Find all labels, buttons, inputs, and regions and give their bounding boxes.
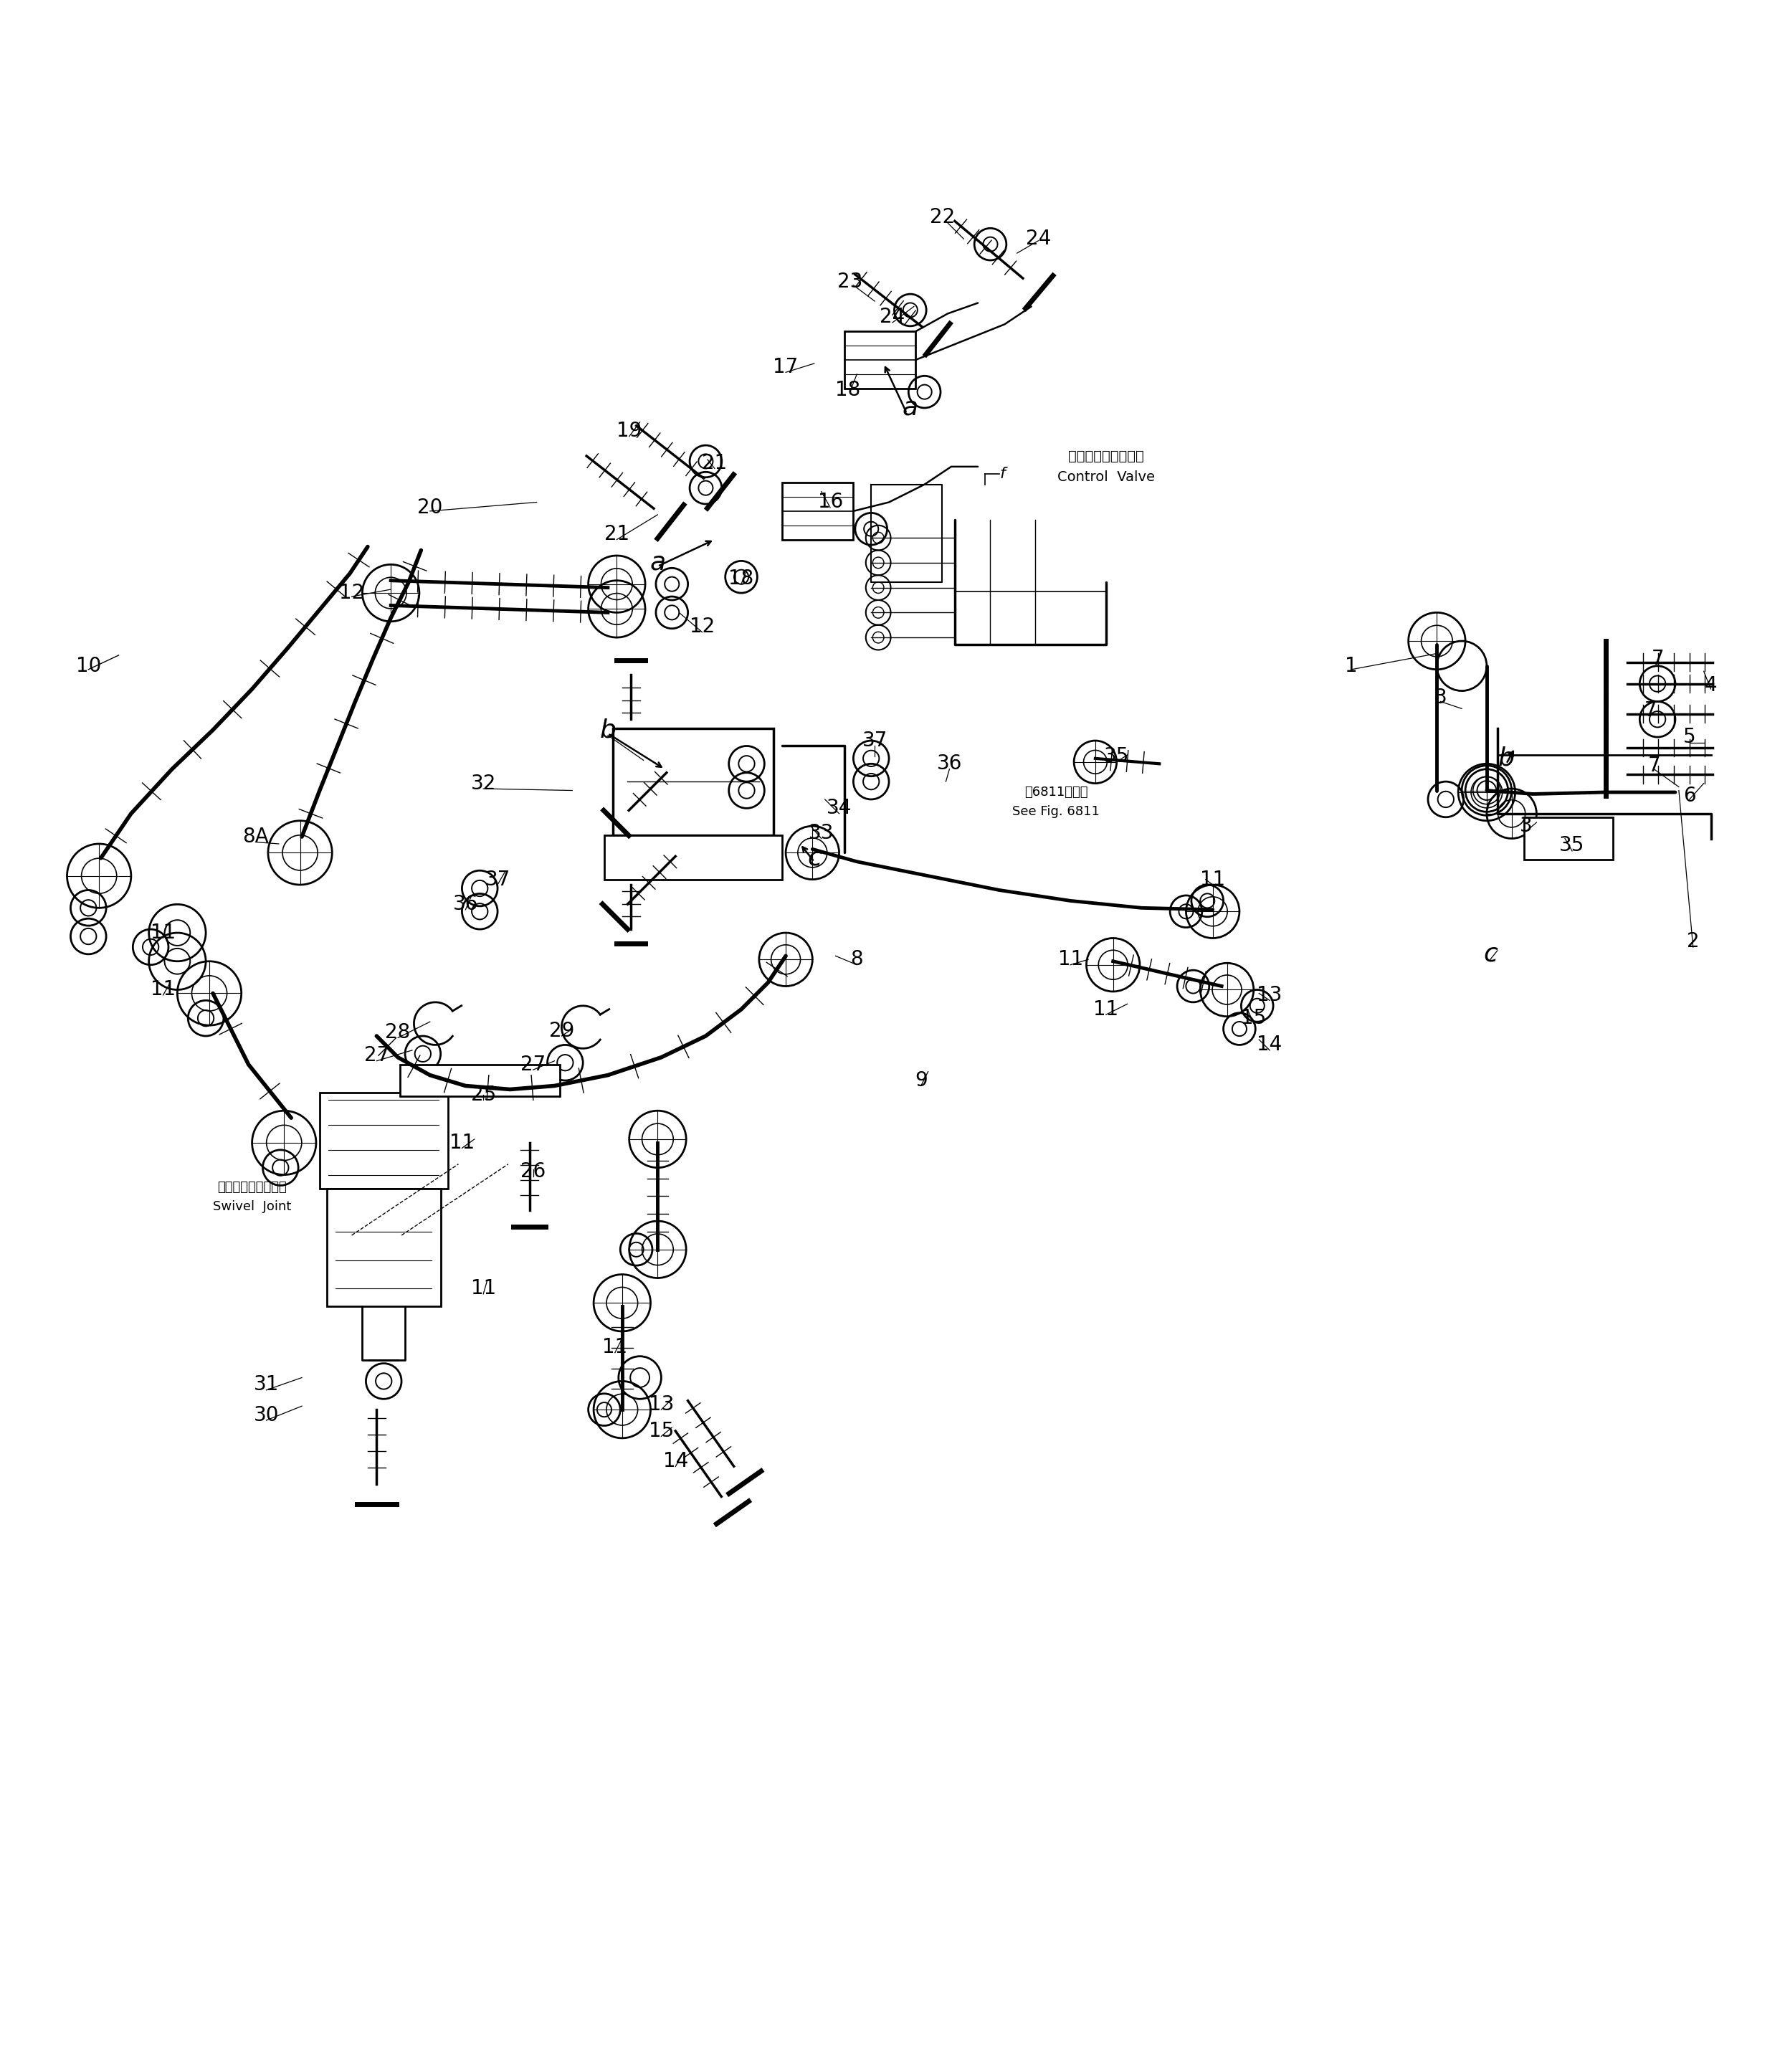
Text: 1: 1	[1346, 657, 1358, 675]
Text: b: b	[600, 717, 616, 742]
Text: 10: 10	[75, 657, 102, 675]
Text: 26: 26	[521, 1160, 546, 1181]
Text: 7: 7	[1651, 649, 1664, 669]
Text: 25: 25	[471, 1084, 496, 1104]
Text: 37: 37	[862, 731, 887, 750]
Bar	[320, 1092, 448, 1189]
Text: 13: 13	[1257, 984, 1282, 1005]
Text: c: c	[1483, 943, 1498, 966]
Text: 24: 24	[1026, 228, 1051, 249]
Text: 3: 3	[1433, 688, 1448, 709]
Text: 14: 14	[1257, 1034, 1282, 1055]
Bar	[782, 483, 853, 539]
Text: b: b	[1498, 746, 1514, 771]
Text: Swivel  Joint: Swivel Joint	[212, 1200, 291, 1214]
Text: 12: 12	[339, 582, 364, 603]
Text: 31: 31	[253, 1374, 278, 1394]
Text: 37: 37	[486, 870, 511, 889]
Text: 11: 11	[150, 980, 175, 1001]
Bar	[327, 1189, 441, 1307]
Text: 29: 29	[550, 1021, 575, 1040]
Text: 17: 17	[773, 356, 798, 377]
Text: Control  Valve: Control Valve	[1057, 470, 1155, 485]
Text: 19: 19	[616, 421, 643, 441]
Text: See Fig. 6811: See Fig. 6811	[1012, 806, 1100, 818]
Text: 4: 4	[1705, 675, 1717, 696]
Text: 23: 23	[837, 271, 862, 292]
Text: 36: 36	[453, 895, 478, 914]
Text: 32: 32	[471, 773, 496, 794]
Text: 5: 5	[1683, 727, 1696, 748]
Text: 14: 14	[662, 1450, 687, 1471]
Text: 15: 15	[648, 1421, 675, 1440]
Text: 27: 27	[521, 1055, 546, 1075]
Text: a: a	[903, 396, 917, 421]
Bar	[605, 835, 782, 879]
Text: 11: 11	[150, 922, 175, 943]
Text: 13: 13	[648, 1394, 675, 1415]
Text: 35: 35	[1103, 746, 1130, 767]
Text: 21: 21	[702, 454, 726, 472]
Text: 18: 18	[835, 379, 860, 400]
Text: 8A: 8A	[243, 827, 270, 847]
Text: c: c	[807, 845, 821, 870]
Text: スイベルジョイント: スイベルジョイント	[218, 1181, 287, 1193]
Text: 8: 8	[851, 949, 864, 970]
Text: 6: 6	[1683, 785, 1696, 806]
Text: f: f	[1000, 466, 1005, 481]
Text: 11: 11	[450, 1133, 475, 1152]
Text: 15: 15	[1241, 1009, 1266, 1028]
Bar	[1524, 816, 1614, 860]
Text: 12: 12	[689, 617, 714, 636]
Text: 34: 34	[826, 798, 851, 818]
Text: 22: 22	[930, 207, 955, 228]
Text: 7: 7	[1648, 756, 1660, 775]
Text: 9: 9	[914, 1071, 928, 1090]
Bar	[400, 1065, 560, 1096]
Bar	[614, 727, 773, 835]
Text: 11: 11	[1200, 870, 1225, 889]
Text: 30: 30	[253, 1405, 278, 1426]
Text: 11: 11	[602, 1336, 628, 1357]
Text: 28: 28	[386, 1021, 411, 1042]
Text: 36: 36	[937, 754, 962, 773]
Text: 24: 24	[880, 307, 905, 327]
Text: 20: 20	[418, 497, 443, 518]
Text: 33: 33	[809, 823, 834, 843]
Text: 2: 2	[1687, 932, 1699, 951]
Bar	[844, 332, 916, 387]
Text: 27: 27	[364, 1046, 389, 1065]
Text: 11: 11	[471, 1278, 496, 1299]
Text: 11: 11	[1059, 949, 1083, 970]
Text: 21: 21	[603, 524, 630, 545]
Text: 7: 7	[1644, 700, 1656, 721]
Text: 3: 3	[1519, 816, 1532, 837]
Text: 35: 35	[1560, 835, 1585, 856]
Text: コントロールバルブ: コントロールバルブ	[1067, 450, 1144, 462]
Text: 16: 16	[818, 493, 843, 512]
Text: 18: 18	[728, 568, 753, 588]
Text: 11: 11	[1094, 999, 1119, 1019]
Text: a: a	[650, 551, 666, 574]
Text: 第6811図参照: 第6811図参照	[1025, 785, 1087, 798]
